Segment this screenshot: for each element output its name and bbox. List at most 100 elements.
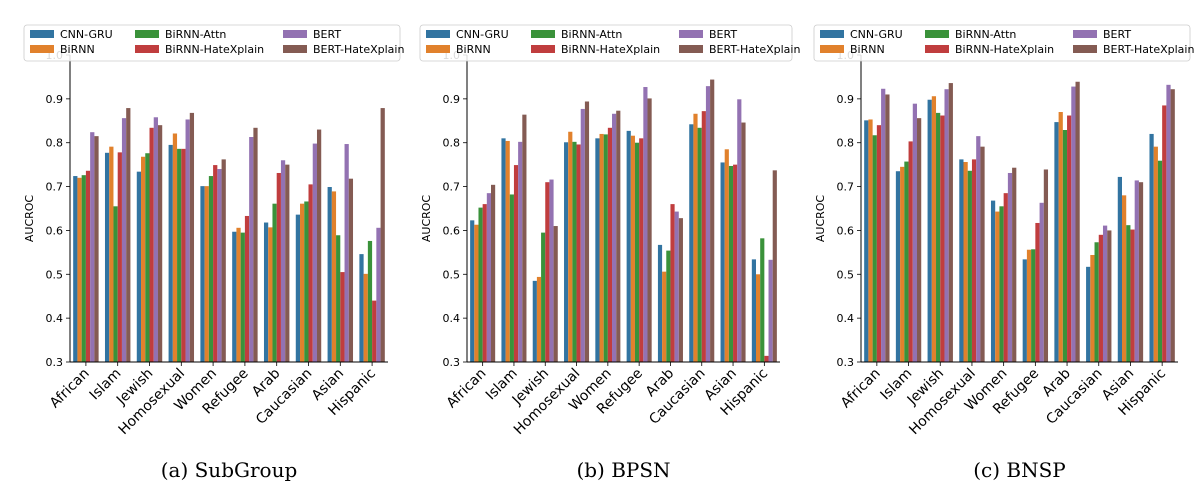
bar-BiRNN-Asian [724,149,729,362]
legend-swatch-BiRNN-Attn [135,30,159,38]
bar-BiRNN-HateXplain-Arab [1067,115,1072,363]
bar-BERT-Caucasian [1102,225,1108,362]
legend-label: BiRNN [60,43,95,56]
bar-BiRNN-Hispanic [363,273,368,362]
bar-BERT-Asian [344,144,349,362]
bar-BiRNN-HateXplain-African [85,170,91,362]
bar-CNN-GRU-Caucasian [689,124,694,362]
bar-BiRNN-HateXplain-Islam [908,141,913,362]
legend-swatch-BiRNN-HateXplain [135,45,159,53]
bar-BERT-HateXplain-Arab [1075,81,1080,362]
bar-BERT-HateXplain-Islam [522,114,527,363]
bar-BiRNN-HateXplain-Refugee [639,138,644,362]
legend-swatch-BiRNN-HateXplain [925,45,949,53]
bar-BiRNN-Attn-Women [208,176,214,362]
legend-label: BERT [313,28,341,41]
y-tick-label: 0.9 [443,93,461,106]
legend-swatch-BERT [283,30,307,38]
bar-BiRNN-Attn-Hispanic [1157,160,1163,362]
bar-BiRNN-Attn-Homosexual [177,148,182,362]
bar-BERT-HateXplain-Arab [285,164,290,362]
figure-caption: (c) BNSP [973,458,1066,482]
bar-BiRNN-Attn-Refugee [1031,249,1036,362]
bar-CNN-GRU-Hispanic [751,259,756,362]
bar-BERT-Women [612,113,617,363]
bar-BiRNN-Attn-Jewish [145,153,150,362]
bar-BiRNN-Attn-Asian [336,235,341,362]
bar-BiRNN-HateXplain-Caucasian [1098,234,1103,362]
legend-label: BiRNN-Attn [955,28,1016,41]
bar-CNN-GRU-Caucasian [295,214,301,362]
bar-CNN-GRU-Hispanic [359,254,364,362]
legend-swatch-BiRNN-Attn [531,30,555,38]
bar-BiRNN-Attn-Refugee [634,142,640,362]
bar-BiRNN-Attn-Refugee [240,232,245,362]
bar-BiRNN-HateXplain-Refugee [244,215,250,362]
bar-BERT-HateXplain-Asian [741,122,746,362]
bar-BERT-Hispanic [376,227,381,362]
y-tick-label: 0.8 [443,137,461,150]
bar-BiRNN-African [474,224,479,362]
y-tick-label: 0.7 [837,181,855,194]
bar-BERT-HateXplain-Hispanic [1170,89,1175,363]
bar-BERT-HateXplain-Homosexual [189,112,195,362]
legend-label: BiRNN [456,43,491,56]
bar-BiRNN-Hispanic [756,274,761,362]
bar-CNN-GRU-Homosexual [959,159,964,362]
legend-swatch-BERT-HateXplain [283,45,307,53]
x-tick-label: African [838,366,884,412]
bar-BiRNN-Attn-Caucasian [1094,242,1099,362]
bar-BiRNN-Attn-Women [999,206,1004,362]
bar-BiRNN-Attn-African [872,135,877,362]
legend-swatch-BiRNN [30,45,54,53]
y-tick-label: 0.6 [443,224,461,237]
legend-label: BiRNN-HateXplain [165,43,264,56]
legend-swatch-CNN-GRU [820,30,844,38]
y-tick-label: 0.4 [443,312,461,325]
bar-BiRNN-Attn-Asian [728,165,734,362]
bar-BiRNN-Attn-Islam [113,206,118,362]
panel-bnsp: 0.30.40.50.60.70.80.91.0AUCROCAfricanIsl… [813,24,1194,482]
bar-BiRNN-HateXplain-Caucasian [701,111,706,362]
bar-BiRNN-Refugee [236,227,241,362]
bar-BiRNN-Islam [900,166,905,362]
legend-label: BERT [709,28,737,41]
bar-BERT-Refugee [1039,202,1044,362]
legend-label: BiRNN-Attn [165,28,226,41]
bar-BERT-HateXplain-African [885,94,890,362]
bar-CNN-GRU-African [864,120,869,362]
bar-BERT-Women [1007,172,1013,362]
legend-label: BiRNN-Attn [561,28,622,41]
y-tick-label: 0.9 [837,93,855,106]
bar-CNN-GRU-Arab [657,244,663,362]
bar-CNN-GRU-Jewish [927,99,932,362]
legend: CNN-GRU BiRNN BiRNN-Attn BiRNN-HateXplain BE… [813,24,1194,62]
bar-BiRNN-Attn-Arab [1062,130,1068,362]
bar-BiRNN-Islam [109,146,114,362]
bar-BiRNN-HateXplain-Asian [1130,229,1135,362]
legend-swatch-CNN-GRU [426,30,450,38]
legend-swatch-BERT [679,30,703,38]
bar-BERT-Caucasian [705,86,711,362]
bar-BiRNN-HateXplain-Hispanic [372,300,377,362]
bar-BERT-Jewish [153,117,158,362]
bar-BiRNN-HateXplain-Women [607,127,613,362]
bar-CNN-GRU-Refugee [232,231,237,362]
bar-BiRNN-Jewish [141,156,146,362]
bar-BERT-Caucasian [312,143,317,362]
bar-BiRNN-Jewish [931,96,937,362]
bar-BiRNN-Attn-Islam [904,161,909,362]
bar-BERT-HateXplain-Women [616,110,621,362]
bar-CNN-GRU-Hispanic [1149,133,1154,362]
bar-BiRNN-Homosexual [172,133,178,362]
figure-caption: (a) SubGroup [161,458,298,482]
bar-CNN-GRU-Homosexual [168,144,173,362]
bar-CNN-GRU-Women [200,186,205,362]
bar-CNN-GRU-Arab [263,222,269,362]
legend-label: CNN-GRU [60,28,113,41]
y-tick-label: 0.6 [837,224,855,237]
bar-BERT-Hispanic [768,259,773,362]
legend-label: BiRNN-HateXplain [955,43,1054,56]
bar-BERT-Jewish [549,179,554,362]
bar-BERT-HateXplain-Arab [678,218,683,362]
